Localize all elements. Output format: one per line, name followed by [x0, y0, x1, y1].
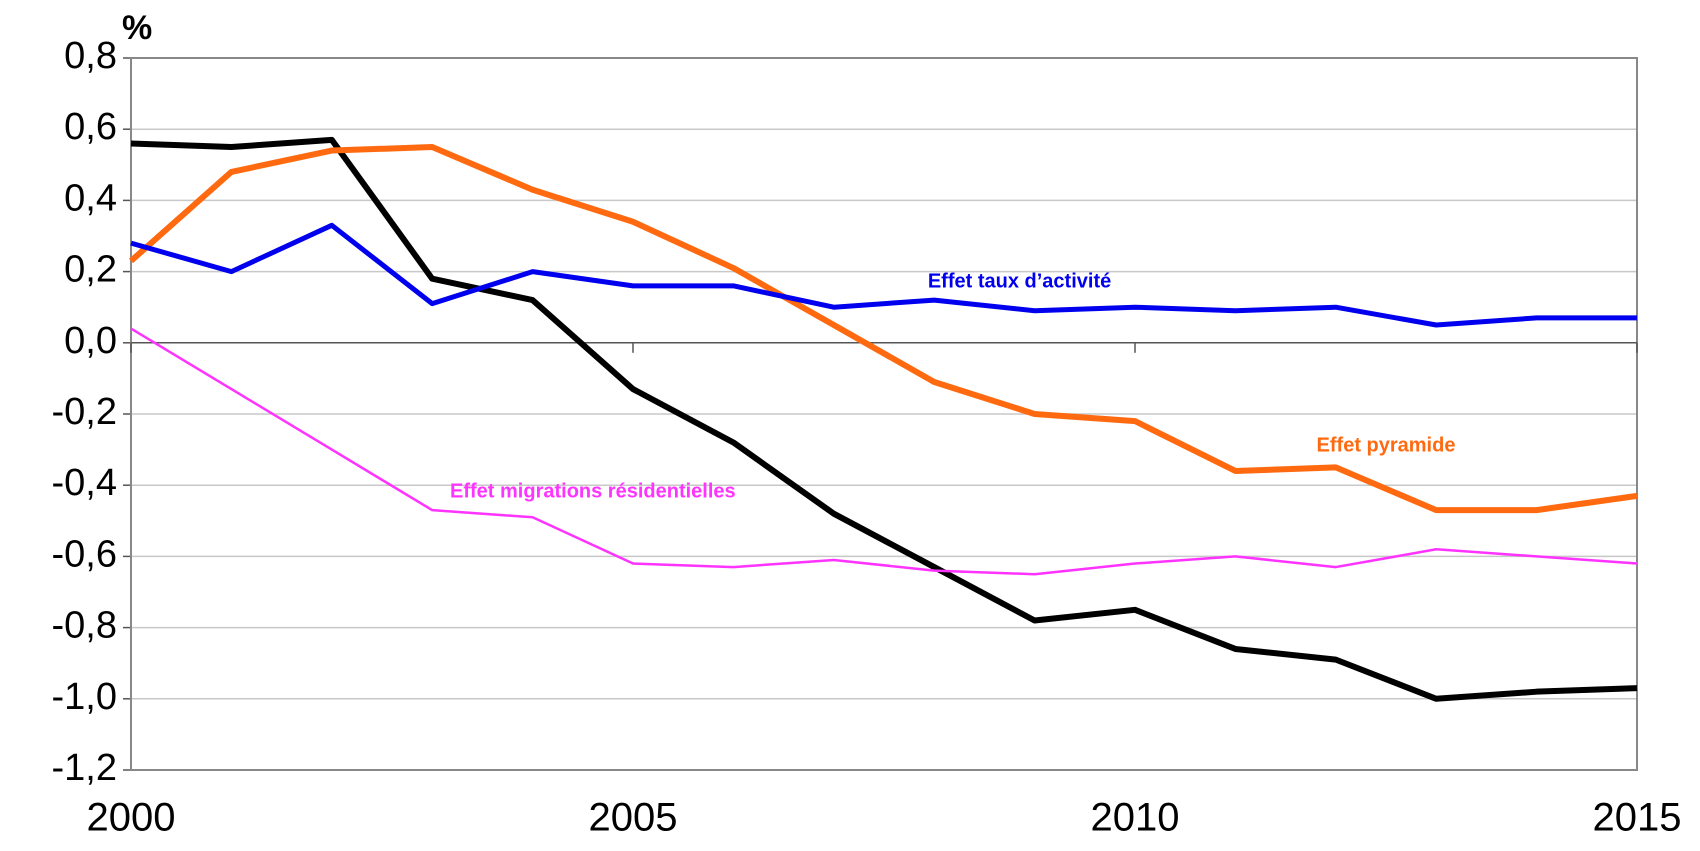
plot-frame — [130, 57, 1638, 771]
y-tick-label: 0,2 — [64, 249, 117, 291]
y-tick-label: 0,4 — [64, 177, 117, 219]
y-tick-label: -1,2 — [52, 747, 117, 789]
y-tick-label: 0,0 — [64, 320, 117, 362]
x-tick-label: 2000 — [87, 796, 176, 840]
series-label: Effet taux d’activité — [928, 271, 1111, 293]
y-tick-label: -0,2 — [52, 391, 117, 433]
x-tick-label: 2005 — [589, 796, 678, 840]
y-tick-label: -0,8 — [52, 605, 117, 647]
y-tick-label: 0,6 — [64, 106, 117, 148]
series-line — [130, 327, 1638, 576]
series-label: Effet pyramide — [1317, 434, 1456, 456]
x-tick-label: 2010 — [1091, 796, 1180, 840]
y-tick-label: -1,0 — [52, 676, 117, 718]
y-tick-label: -0,6 — [52, 533, 117, 575]
y-tick-label: -0,4 — [52, 462, 117, 504]
series-line — [130, 222, 1637, 328]
series-line — [129, 144, 1638, 514]
x-tick-label: 2015 — [1593, 796, 1682, 840]
series-line — [130, 136, 1638, 702]
y-axis-label: % — [122, 9, 152, 47]
y-tick-label: 0,8 — [64, 35, 117, 77]
series-label: Effet migrations résidentielles — [450, 481, 736, 503]
